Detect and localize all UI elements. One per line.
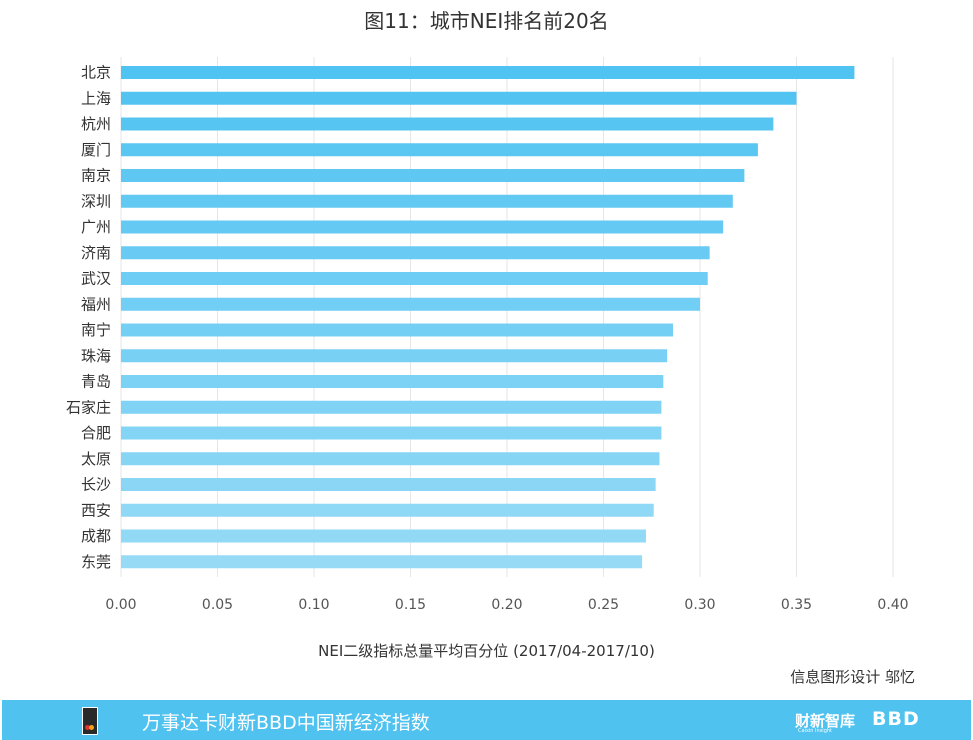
category-label: 长沙: [81, 476, 111, 494]
bar: [121, 375, 664, 388]
bar: [121, 220, 724, 234]
chart-title: 图11：城市NEI排名前20名: [364, 9, 609, 33]
bbd-logo: BBD: [872, 708, 920, 730]
category-label: 合肥: [81, 424, 111, 442]
category-label: 北京: [81, 64, 111, 82]
category-label: 杭州: [81, 115, 111, 133]
category-label: 西安: [81, 501, 111, 519]
category-label: 石家庄: [66, 398, 111, 416]
x-axis-label: NEI二级指标总量平均百分位 (2017/04-2017/10): [318, 642, 655, 660]
bar: [121, 349, 668, 363]
x-tick-label: 0.10: [298, 597, 329, 613]
design-credit: 信息图形设计 邬忆: [790, 668, 915, 686]
category-label: 南京: [81, 167, 111, 185]
bar: [121, 66, 855, 79]
x-tick-label: 0.30: [684, 597, 715, 613]
caixin-insight-logo: 财新智库: [795, 712, 856, 730]
bar: [121, 529, 646, 543]
category-label: 深圳: [81, 192, 111, 210]
x-tick-label: 0.15: [395, 597, 426, 613]
bar: [121, 143, 758, 157]
x-tick-label: 0.20: [491, 597, 522, 613]
category-label: 广州: [81, 218, 111, 236]
x-tick-label: 0.25: [588, 597, 619, 613]
category-label: 太原: [81, 450, 111, 468]
mastercard-card-icon: [82, 707, 98, 735]
x-axis-ticks: 0.00 0.05 0.10 0.15 0.20 0.25 0.30 0.35 0.40: [105, 597, 908, 613]
bars: [121, 66, 855, 569]
footer-bar: 万事达卡财新BBD中国新经济指数 财新智库 Caixin Insight BBD: [2, 700, 971, 740]
x-tick-label: 0.35: [781, 597, 812, 613]
category-label: 厦门: [81, 141, 111, 159]
bar: [121, 478, 656, 491]
category-label: 珠海: [81, 347, 111, 365]
category-label: 成都: [81, 527, 111, 545]
bar: [121, 272, 708, 285]
x-tick-label: 0.05: [202, 597, 233, 613]
bar: [121, 452, 660, 466]
footer-title: 万事达卡财新BBD中国新经济指数: [142, 712, 430, 734]
bar: [121, 555, 643, 569]
bar: [121, 503, 654, 517]
bar: [121, 117, 774, 131]
category-label: 东莞: [81, 553, 111, 571]
bar: [121, 400, 662, 414]
caixin-insight-subtitle: Caixin Insight: [798, 728, 832, 734]
x-tick-label: 0.00: [105, 597, 136, 613]
bar: [121, 246, 710, 260]
category-label: 武汉: [81, 270, 111, 288]
category-label: 福州: [81, 295, 111, 313]
category-label: 济南: [81, 244, 111, 262]
category-labels: 北京上海杭州厦门南京深圳广州济南武汉福州南宁珠海青岛石家庄合肥太原长沙西安成都东…: [66, 64, 111, 571]
bar: [121, 297, 700, 311]
category-label: 青岛: [81, 373, 111, 391]
bar: [121, 323, 673, 337]
bar: [121, 169, 745, 182]
bar: [121, 426, 662, 440]
bar: [121, 91, 797, 105]
bar-chart: 北京上海杭州厦门南京深圳广州济南武汉福州南宁珠海青岛石家庄合肥太原长沙西安成都东…: [66, 57, 909, 613]
category-label: 上海: [81, 89, 111, 107]
category-label: 南宁: [81, 321, 111, 339]
bar: [121, 194, 733, 208]
x-tick-label: 0.40: [877, 597, 908, 613]
gridlines: [120, 57, 894, 577]
